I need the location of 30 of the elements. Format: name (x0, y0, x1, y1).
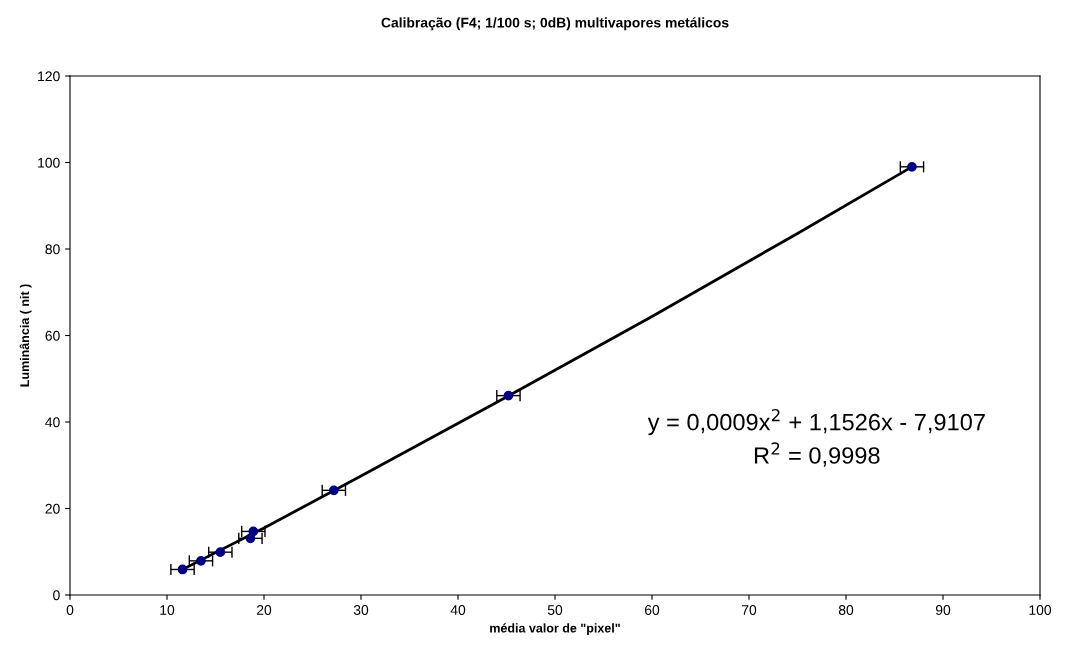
y-tick-label: 40 (45, 417, 60, 428)
x-tick-label: 60 (644, 605, 660, 615)
y-axis-title: Luminância ( nit ) (19, 284, 32, 387)
x-tick-label: 70 (741, 605, 757, 615)
annotation: y = 0,0009x$^{2}$ + 1,1526x - 7,9107 (647, 408, 985, 436)
x-tick-label: 100 (1029, 605, 1052, 615)
y-tick-label: 100 (38, 157, 60, 168)
point (328, 485, 339, 496)
x-tick-label: 40 (450, 605, 466, 615)
chart-title: Calibração (F4; 1/100 s; 0dB) multivapores metálicos (381, 17, 729, 31)
y-tick-label: 120 (38, 71, 60, 82)
x-tick-label: 10 (160, 605, 175, 615)
x-axis-title: média valor de "pixel" (490, 623, 620, 635)
y-tick-label: 80 (45, 244, 60, 255)
point (177, 564, 188, 575)
y-tick-label: 20 (45, 503, 60, 514)
y-tick-label: 60 (45, 330, 60, 341)
x-tick-label: 90 (935, 605, 951, 615)
point (196, 555, 206, 566)
x-tick-label: 80 (838, 605, 854, 615)
x-tick-label: 20 (256, 605, 272, 615)
point (248, 526, 259, 537)
x-tick-label: 0 (66, 605, 74, 615)
point (503, 390, 514, 401)
annotation: R$^{2}$ = 0,9998 (754, 442, 880, 467)
y-tick-label: 0 (53, 590, 60, 601)
point (215, 547, 226, 558)
x-tick-label: 50 (547, 605, 563, 615)
point (907, 161, 917, 172)
x-tick-label: 30 (353, 605, 369, 615)
